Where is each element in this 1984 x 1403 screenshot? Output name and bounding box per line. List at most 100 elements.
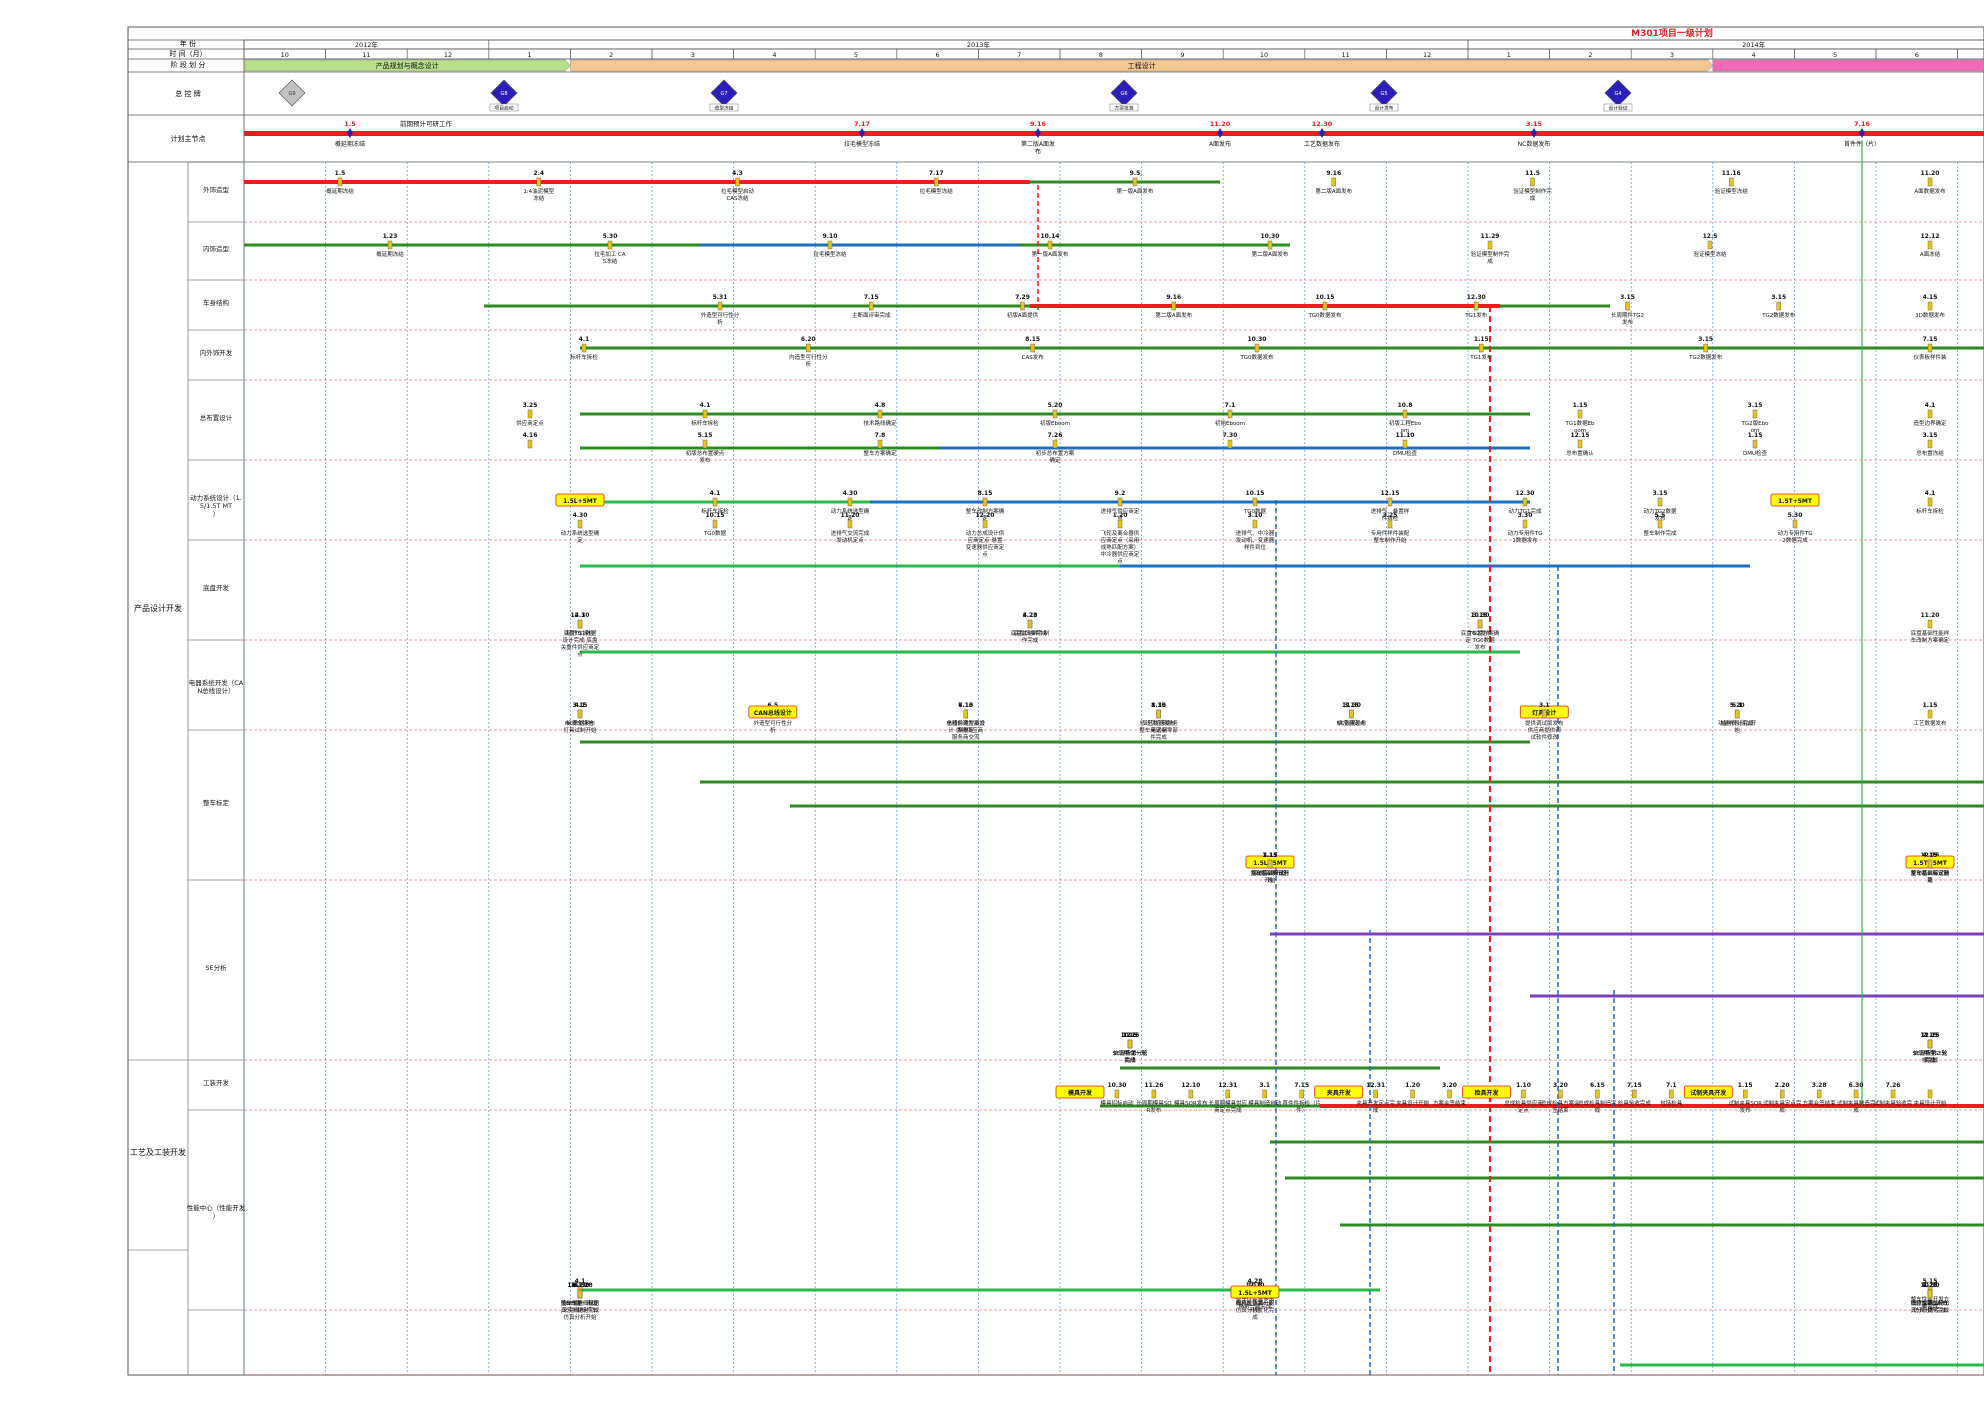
task-text: 模具制造启动 [1248, 1099, 1282, 1107]
task-text: 点 [982, 551, 988, 558]
task-text: 灯具试制开始 [563, 726, 597, 734]
task-marker [1331, 177, 1336, 187]
task-date: 9.2 [1115, 490, 1126, 497]
task-text: 内造型可行性分 [789, 353, 828, 361]
task-date: 4.15 [1923, 294, 1938, 301]
task-date: 6.30 [1849, 1082, 1864, 1089]
task-text: 进排气交流完成 [831, 529, 870, 537]
task-marker [1657, 519, 1663, 529]
task-text: DMU检查 [1393, 449, 1418, 457]
task-text: 发布 [1622, 318, 1634, 326]
row-label: 内饰造型 [203, 244, 230, 253]
task-marker [1114, 1089, 1120, 1099]
task-text: 成 [1487, 257, 1493, 265]
task-text: 标杆车拆检 [1916, 507, 1944, 515]
task-text: 成熟匹配方案） [1101, 543, 1140, 551]
main-node-label: 第二版A面发 [1021, 140, 1055, 148]
task-marker [1707, 240, 1713, 250]
task-marker [536, 177, 541, 187]
task-tag-box [1314, 1085, 1364, 1099]
task-date: 6.15 [1590, 1082, 1605, 1089]
month-cell [1957, 48, 1984, 60]
task-text: 仿真分析优化完 [1236, 1306, 1275, 1314]
task-date: 4.30 [843, 490, 858, 497]
task-text: 首件件拆检（片 [1282, 1099, 1321, 1107]
task-date: 5.30 [1788, 512, 1803, 519]
task-text: 初版Eboom [1040, 419, 1070, 427]
task-text: 底盘TG1数据 [563, 629, 597, 637]
milestone-label-box [1369, 103, 1399, 112]
task-date: 3.25 [1383, 512, 1398, 519]
task-text: 第一版A面发布 [1117, 187, 1154, 195]
task-date: 3.25 [523, 402, 538, 409]
task-date: 5.20 [1730, 702, 1745, 709]
task-text: 验证模型冻结 [1693, 250, 1727, 258]
task-text: 确定 [1049, 456, 1061, 464]
task-text: 进排气供应商定 [1101, 507, 1140, 515]
task-date: 1.15 [1573, 402, 1588, 409]
task-text: 定 TG0数据 [1465, 636, 1495, 644]
task-date: 3.1 [1539, 702, 1550, 709]
task-text: 整车性能目标定 [561, 1299, 600, 1307]
task-marker [1402, 439, 1408, 449]
month-text: 10 [1260, 51, 1268, 59]
task-text: 发布 [699, 456, 711, 464]
task-text: 供应商提供调 [1528, 726, 1562, 734]
milestone-label-box [1603, 103, 1633, 112]
month-text: 11 [1341, 51, 1349, 59]
task-date: 12.31 [1218, 1082, 1237, 1089]
task-date: 1.5 [335, 170, 346, 177]
task-date: 4.1 [1925, 402, 1936, 409]
task-date: 10.15 [706, 512, 725, 519]
task-text: SE分析第一轮 [1113, 1049, 1148, 1057]
task-marker [1402, 409, 1408, 419]
task-text: 点 [577, 651, 583, 658]
task-date: 4.1 [579, 336, 590, 343]
task-text: 初始Eboom [1215, 419, 1245, 427]
stage-label: 阶 段 划 分 [171, 60, 206, 69]
task-text: DMU检查 [1743, 449, 1768, 457]
task-text: om [1751, 428, 1760, 434]
task-text: 长周期件SE分 [1913, 1049, 1948, 1057]
stage-bar [570, 59, 1714, 72]
task-text: 仿真分析完成 [1913, 1306, 1947, 1314]
task-text: TG0数据 [703, 529, 727, 537]
task-text: 设计车第二轮仿 [1911, 1299, 1950, 1307]
task-text: TG0数据 [1243, 507, 1267, 515]
task-text: 总线供应商服务 [1139, 719, 1178, 727]
row-label: ） [213, 1212, 220, 1220]
task-marker [581, 343, 587, 353]
task-marker [1487, 240, 1493, 250]
task-text: 整车性能竞争策 [1236, 1295, 1275, 1303]
task-tag-box [555, 493, 605, 507]
task-marker [1577, 409, 1583, 419]
task-text: 总布置确认 [1566, 449, 1594, 457]
task-text: 动力TG1完成 [1508, 507, 1542, 515]
month-text: 1 [1507, 51, 1511, 59]
task-text: 设计完成 底盘 [563, 636, 598, 644]
task-marker [869, 301, 874, 311]
task-text: 略第一版完成 [1238, 1302, 1272, 1310]
task-text: 验证模型制作完 [1471, 250, 1510, 258]
task-text: 发动机、变速器 [1236, 536, 1275, 544]
task-text: 标杆车拆检 [701, 507, 729, 515]
task-date: 4.28 [1248, 1278, 1263, 1285]
task-date: 6.20 [801, 336, 816, 343]
row-label: 车身结构 [203, 298, 230, 307]
task-marker [1225, 1089, 1231, 1099]
task-text: oom [1574, 428, 1586, 434]
task-text: TG1发布 [1464, 311, 1488, 319]
task-date: 10.8 [1398, 402, 1413, 409]
task-text: 点 [1117, 558, 1123, 565]
task-marker [1521, 1089, 1526, 1099]
task-text: 成 [1779, 1106, 1785, 1114]
task-text: 变速器供应商定 [966, 543, 1005, 551]
task-text: 初版总布置硬点 [686, 449, 725, 457]
task-text: 启动 [1124, 1056, 1136, 1064]
task-marker [1030, 343, 1035, 353]
task-text: 服务商交流 [952, 733, 980, 741]
task-marker [982, 497, 988, 507]
task-text: NVH第一轮优 [563, 1299, 598, 1307]
month-text: 4 [772, 51, 776, 59]
task-text: 结构设计完成 [1721, 719, 1755, 727]
